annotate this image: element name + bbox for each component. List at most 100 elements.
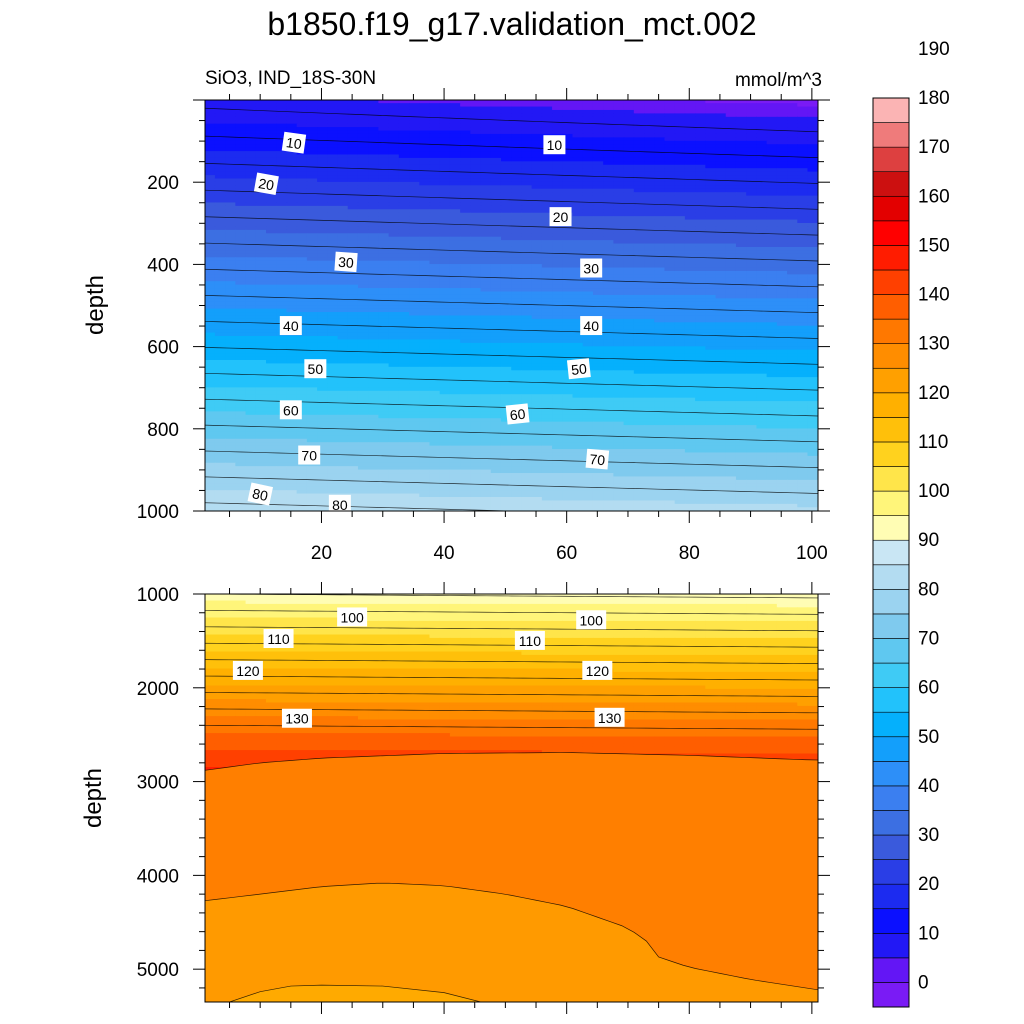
upper-contour-label: 20 xyxy=(253,172,279,196)
colorbar-label: 150 xyxy=(918,235,950,256)
colorbar-label: 180 xyxy=(918,88,950,109)
colorbar-segment xyxy=(872,245,910,271)
upper-contour-label: 50 xyxy=(566,358,591,380)
lower-y-axis-label: depth xyxy=(80,768,107,828)
colorbar: 0 10 20 30 40 50 60 70 80 90 100 110 120 130 140 150 160… xyxy=(872,39,950,1008)
colorbar-segment xyxy=(872,785,910,811)
colorbar-segment xyxy=(872,171,910,197)
colorbar-segment xyxy=(872,859,910,885)
colorbar-label: 120 xyxy=(918,383,950,404)
colorbar-label: 50 xyxy=(918,727,939,748)
lower-contour-label: 110 xyxy=(263,629,294,649)
colorbar-label: 100 xyxy=(918,481,950,502)
lower-y-tick-label: 3000 xyxy=(137,773,179,794)
colorbar-segment xyxy=(872,343,910,369)
upper-contour-label: 30 xyxy=(580,258,603,278)
colorbar-segment xyxy=(872,122,910,148)
lower-contour-label: 120 xyxy=(232,660,263,680)
colorbar-label: 20 xyxy=(918,874,939,895)
colorbar-label: 130 xyxy=(918,334,950,355)
upper-contour-label: 10 xyxy=(543,135,566,155)
colorbar-segment xyxy=(872,195,910,222)
colorbar-label: 90 xyxy=(918,530,939,551)
colorbar-label: 190 xyxy=(918,39,950,60)
colorbar-segment xyxy=(872,441,910,467)
colorbar-segment xyxy=(872,932,910,959)
chart-title: b1850.f19_g17.validation_mct.002 xyxy=(267,6,756,42)
lower-contour-label: 100 xyxy=(576,610,607,630)
upper-y-axis-label: depth xyxy=(82,275,109,335)
lower-plot-frame xyxy=(204,593,819,1003)
upper-y-tick-label: 200 xyxy=(147,173,179,194)
colorbar-segment xyxy=(872,761,910,787)
colorbar-label: 40 xyxy=(918,776,939,797)
upper-contour-label: 60 xyxy=(279,400,302,420)
colorbar-segment xyxy=(872,367,910,394)
lower-contour-label: 110 xyxy=(514,630,545,650)
colorbar-segment xyxy=(872,318,910,344)
colorbar-label: 80 xyxy=(918,579,939,600)
colorbar-label: 30 xyxy=(918,825,939,846)
colorbar-segment xyxy=(872,146,910,173)
lower-y-tick-label: 4000 xyxy=(137,866,179,887)
colorbar-segment xyxy=(872,982,910,1008)
colorbar-segment xyxy=(872,417,910,443)
colorbar-segment xyxy=(872,564,910,590)
colorbar-segment xyxy=(872,687,910,713)
colorbar-segment xyxy=(872,711,910,738)
lower-y-tick-label: 5000 xyxy=(137,960,179,981)
upper-x-tick-label: 100 xyxy=(796,543,828,564)
lower-axis-ticks: 1000 2000 3000 4000 5000 xyxy=(137,582,830,1014)
upper-x-tick-label: 40 xyxy=(433,543,454,564)
colorbar-segment xyxy=(872,490,910,516)
upper-contour-label: 50 xyxy=(304,359,327,379)
upper-y-tick-label: 400 xyxy=(147,255,179,276)
colorbar-segment xyxy=(872,957,910,983)
colorbar-segment xyxy=(872,392,910,418)
lower-contour-label: 130 xyxy=(594,707,625,727)
colorbar-segment xyxy=(872,736,910,762)
upper-contour-label: 70 xyxy=(298,445,321,465)
upper-contour-label: 40 xyxy=(580,316,603,336)
lower-contour-label: 120 xyxy=(582,660,613,680)
colorbar-segment xyxy=(872,269,910,295)
upper-contour-label: 70 xyxy=(585,448,610,470)
colorbar-label: 140 xyxy=(918,285,950,306)
colorbar-segment xyxy=(872,220,910,246)
upper-y-tick-label: 600 xyxy=(147,338,179,359)
upper-contour-label: 20 xyxy=(549,207,572,227)
upper-y-tick-label: 1000 xyxy=(137,502,179,523)
colorbar-label: 10 xyxy=(918,923,939,944)
colorbar-label: 70 xyxy=(918,628,939,649)
upper-x-tick-label: 80 xyxy=(679,543,700,564)
colorbar-segment xyxy=(872,662,910,688)
colorbar-label: 110 xyxy=(918,432,948,453)
colorbar-frame xyxy=(872,97,910,1008)
colorbar-label: 160 xyxy=(918,186,950,207)
lower-contour-label: 100 xyxy=(337,607,368,627)
colorbar-segment xyxy=(872,539,910,566)
upper-contour-label: 10 xyxy=(281,131,307,154)
colorbar-segment xyxy=(872,810,910,836)
colorbar-segment xyxy=(872,613,910,639)
colorbar-segment xyxy=(872,638,910,664)
upper-y-tick-label: 800 xyxy=(147,420,179,441)
colorbar-segment xyxy=(872,515,910,541)
upper-filled-contours xyxy=(205,100,818,511)
colorbar-segment xyxy=(872,908,910,934)
colorbar-label: 60 xyxy=(918,678,939,699)
colorbar-segment xyxy=(872,466,910,492)
colorbar-segment xyxy=(872,883,910,910)
lower-contour-label: 130 xyxy=(281,708,312,728)
upper-axis-ticks: 200 400 600 800 1000 20 40 60 80 100 xyxy=(137,88,830,564)
upper-contour-label: 80 xyxy=(328,494,351,514)
upper-x-tick-label: 20 xyxy=(311,543,332,564)
colorbar-segment xyxy=(872,589,910,615)
upper-contour-label: 80 xyxy=(247,482,274,506)
left-subtitle: SiO3, IND_18S-30N xyxy=(205,68,376,89)
